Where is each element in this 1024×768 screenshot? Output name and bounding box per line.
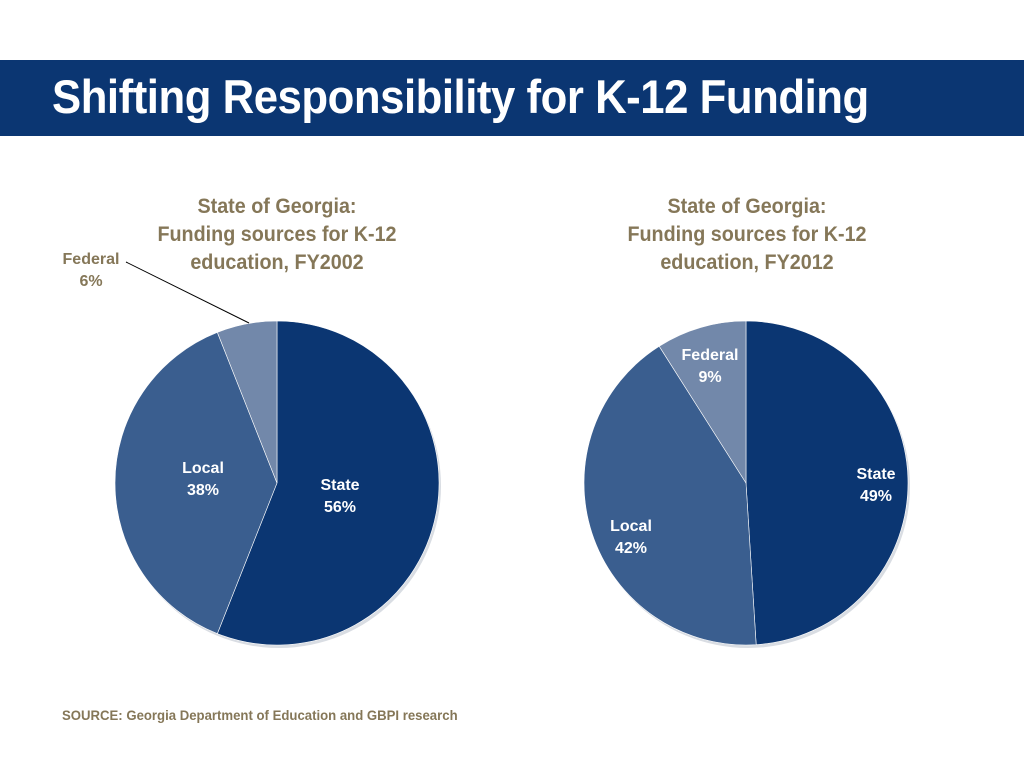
slice-label-value: 49% (860, 488, 892, 505)
pie-slice-state (745, 320, 909, 645)
slice-label-name: Local (610, 518, 652, 535)
pie-slice-state (216, 320, 440, 646)
chart-title-line: education, FY2002 (190, 251, 364, 274)
source-note: SOURCE: Georgia Department of Education … (62, 707, 458, 723)
slice-label-state: State 56% (320, 477, 359, 516)
slice-label-name: Federal (682, 347, 739, 364)
pie-slice-local (583, 345, 757, 646)
slice-label-value: 42% (615, 540, 647, 557)
pie-slice-federal (658, 320, 747, 485)
chart-title-fy2002: State of Georgia: Funding sources for K-… (127, 193, 428, 277)
slice-label-federal: Federal 6% (63, 251, 120, 290)
title-bar: Shifting Responsibility for K-12 Funding (0, 60, 1024, 136)
slice-label-value: 9% (698, 369, 721, 386)
slice-label-local: Local 42% (610, 518, 652, 557)
slice-label-name: Federal (63, 251, 120, 268)
slice-label-value: 6% (79, 273, 102, 290)
chart-title-line: State of Georgia: (197, 195, 357, 218)
slice-label-federal: Federal 9% (682, 347, 739, 386)
chart-title-line: education, FY2012 (660, 251, 834, 274)
slide-title: Shifting Responsibility for K-12 Funding (52, 70, 869, 123)
slice-label-name: State (320, 477, 359, 494)
pie-slice-federal (216, 320, 278, 484)
pie-chart-1: State 49% Local 42% Federal 9% (583, 320, 910, 648)
chart-title-line: Funding sources for K-12 (627, 223, 867, 246)
chart-title-fy2012: State of Georgia: Funding sources for K-… (597, 193, 898, 277)
slice-label-state: State 49% (856, 466, 895, 505)
pie-slice-local (114, 331, 278, 635)
pie-chart-0: State 56% Local 38% Federal 6% (63, 251, 441, 648)
slice-label-local: Local 38% (182, 460, 224, 499)
leader-line-federal (125, 261, 250, 324)
chart-title-line: Funding sources for K-12 (157, 223, 397, 246)
chart-title-line: State of Georgia: (667, 195, 827, 218)
slice-label-value: 56% (324, 499, 356, 516)
slice-label-name: State (856, 466, 895, 483)
slice-label-value: 38% (187, 482, 219, 499)
slice-label-name: Local (182, 460, 224, 477)
